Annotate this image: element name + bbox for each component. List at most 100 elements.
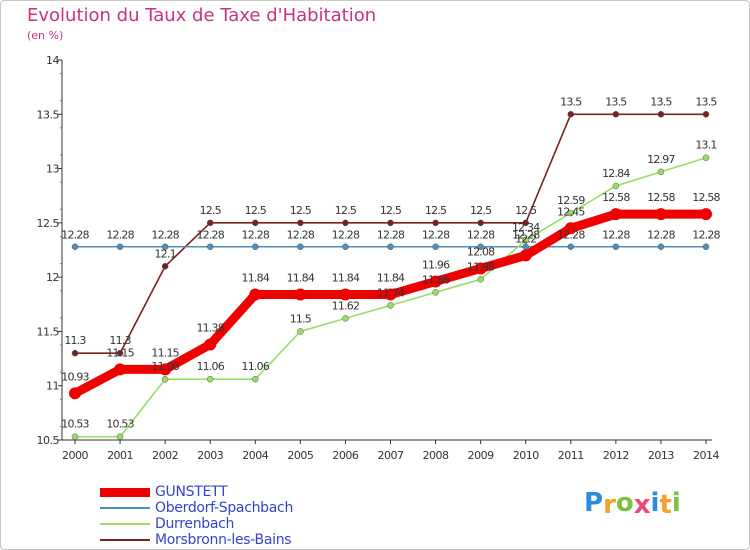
plot-area <box>62 60 712 440</box>
data-label: 12.28 <box>242 229 270 242</box>
y-tick-label: 13.5 <box>37 108 60 121</box>
x-tick-label: 2004 <box>242 449 268 462</box>
legend-label: GUNSTETT <box>155 484 228 500</box>
data-point <box>657 243 665 250</box>
data-point <box>519 249 532 262</box>
data-point <box>161 243 169 250</box>
data-point <box>612 182 620 190</box>
data-label: 10.93 <box>61 370 89 383</box>
data-point <box>297 328 304 335</box>
data-label: 12.58 <box>692 191 720 204</box>
data-point <box>161 375 169 383</box>
data-point <box>252 243 259 250</box>
data-label: 12.2 <box>515 232 536 245</box>
data-label: 12.28 <box>647 229 675 242</box>
data-point <box>567 209 575 217</box>
x-tick-label: 2002 <box>152 449 178 462</box>
legend-swatch-durrenbach <box>100 523 150 525</box>
data-point <box>297 219 304 227</box>
data-label: 12.28 <box>196 229 224 242</box>
data-label: 12.84 <box>602 167 630 180</box>
data-point <box>564 222 577 235</box>
data-label: 11.62 <box>332 299 360 312</box>
x-tick-label: 2006 <box>332 449 358 462</box>
data-label: 12.28 <box>602 229 630 242</box>
data-label: 12.5 <box>200 204 222 217</box>
data-label: 11.84 <box>287 272 315 285</box>
data-point <box>387 219 394 227</box>
data-label: 12.34 <box>512 221 540 234</box>
data-point <box>116 349 124 357</box>
data-label: 10.53 <box>106 418 134 431</box>
data-point <box>702 243 710 250</box>
data-label: 11.84 <box>332 272 360 285</box>
data-label: 13.5 <box>650 95 672 108</box>
data-point <box>522 236 529 244</box>
data-point <box>474 262 487 275</box>
data-label: 12.1 <box>154 247 175 260</box>
data-point <box>654 208 667 221</box>
data-point <box>387 243 394 250</box>
data-label: 12.28 <box>512 229 540 242</box>
data-point <box>477 243 484 250</box>
data-point <box>387 302 394 309</box>
legend-swatch-gunstett <box>100 488 150 497</box>
data-point <box>294 288 307 301</box>
data-point <box>432 243 439 250</box>
data-point <box>342 243 349 250</box>
data-label: 11.5 <box>290 312 312 325</box>
data-point <box>432 219 439 227</box>
data-label: 12.59 <box>557 194 585 207</box>
x-tick-label: 2000 <box>62 449 88 462</box>
data-label: 13.5 <box>560 95 582 108</box>
proxiti-logo: Proxiti <box>584 488 681 520</box>
data-label: 11.06 <box>196 360 224 373</box>
data-label: 12.45 <box>557 205 585 218</box>
data-label: 12.5 <box>335 204 357 217</box>
data-point <box>161 263 169 270</box>
data-point <box>204 338 217 351</box>
legend-label: Durrenbach <box>155 516 235 532</box>
y-tick-label: 10.5 <box>37 434 60 447</box>
y-tick-label: 11 <box>46 380 59 393</box>
data-point <box>700 208 712 221</box>
y-tick-label: 13 <box>46 163 59 176</box>
data-point <box>384 288 397 301</box>
data-label: 11.96 <box>422 258 450 271</box>
data-label: 11.38 <box>196 321 224 334</box>
data-point <box>477 276 484 283</box>
logo-letter: x <box>633 490 651 520</box>
x-tick-label: 2013 <box>648 449 674 462</box>
data-point <box>342 219 349 227</box>
legend-swatch-morsbronn <box>100 539 150 541</box>
data-point <box>71 433 79 440</box>
data-label: 11.06 <box>242 360 270 373</box>
data-label: 12.58 <box>647 191 675 204</box>
y-tick-label: 12 <box>46 271 59 284</box>
data-label: 11.84 <box>377 272 405 285</box>
data-point <box>657 168 665 176</box>
data-point <box>249 288 262 301</box>
logo-letter: t <box>659 490 672 520</box>
data-point <box>522 219 529 227</box>
data-label: 12.5 <box>380 204 402 217</box>
x-tick-label: 2001 <box>107 449 133 462</box>
x-tick-label: 2009 <box>468 449 494 462</box>
data-point <box>71 243 79 250</box>
logo-letter: o <box>615 488 634 518</box>
y-tick-label: 12.5 <box>37 217 60 230</box>
data-point <box>116 433 124 440</box>
data-label: 12.28 <box>557 229 585 242</box>
data-point <box>612 111 620 118</box>
data-point <box>71 349 79 357</box>
data-point <box>567 243 575 250</box>
data-point <box>159 363 172 376</box>
x-tick-label: 2007 <box>378 449 404 462</box>
data-label: 11.15 <box>151 346 179 359</box>
data-point <box>657 111 665 118</box>
data-point <box>342 315 349 322</box>
logo-letter: i <box>671 488 681 518</box>
data-label: 11.3 <box>109 334 131 347</box>
chart-title: Evolution du Taux de Taxe d'Habitation <box>27 5 377 26</box>
